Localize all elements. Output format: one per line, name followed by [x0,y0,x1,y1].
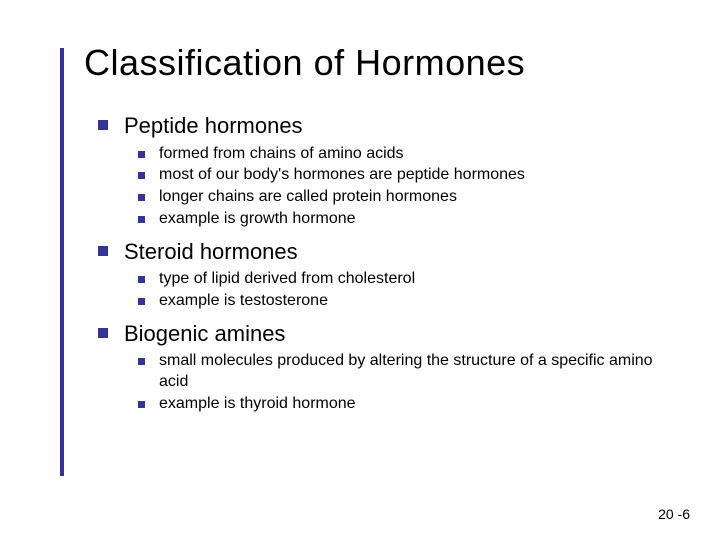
list-item-text: formed from chains of amino acids [159,144,404,165]
list-item-text: example is growth hormone [159,209,356,230]
list-item: example is growth hormone [138,209,672,230]
bullet-square-icon [138,216,145,223]
bullet-square-icon [138,401,145,408]
list-item: formed from chains of amino acids [138,144,672,165]
list-item-text: small molecules produced by altering the… [159,351,672,393]
section-items: formed from chains of amino acids most o… [138,144,672,230]
bullet-square-icon [138,194,145,201]
list-item: example is thyroid hormone [138,394,672,415]
bullet-square-icon [138,276,145,283]
list-item: longer chains are called protein hormone… [138,187,672,208]
bullet-square-icon [138,298,145,305]
content-area: Peptide hormones formed from chains of a… [98,112,672,415]
bullet-square-icon [138,151,145,158]
accent-bar [60,48,64,476]
section-items: type of lipid derived from cholesterol e… [138,269,672,312]
section-heading-text: Biogenic amines [124,320,285,348]
section-heading-text: Steroid hormones [124,238,298,266]
list-item-text: example is testosterone [159,291,328,312]
page-number: 20 -6 [658,506,690,522]
section-heading: Steroid hormones [98,238,672,266]
list-item: example is testosterone [138,291,672,312]
bullet-square-icon [138,172,145,179]
list-item-text: longer chains are called protein hormone… [159,187,457,208]
list-item: most of our body's hormones are peptide … [138,165,672,186]
bullet-square-icon [98,328,108,338]
slide: Classification of Hormones Peptide hormo… [0,0,720,540]
list-item-text: most of our body's hormones are peptide … [159,165,525,186]
list-item: small molecules produced by altering the… [138,351,672,393]
bullet-square-icon [98,246,108,256]
list-item-text: example is thyroid hormone [159,394,356,415]
section-heading: Biogenic amines [98,320,672,348]
list-item-text: type of lipid derived from cholesterol [159,269,415,290]
slide-title: Classification of Hormones [84,42,672,84]
section-heading: Peptide hormones [98,112,672,140]
bullet-square-icon [138,358,145,365]
bullet-square-icon [98,120,108,130]
list-item: type of lipid derived from cholesterol [138,269,672,290]
section-heading-text: Peptide hormones [124,112,303,140]
section-items: small molecules produced by altering the… [138,351,672,414]
